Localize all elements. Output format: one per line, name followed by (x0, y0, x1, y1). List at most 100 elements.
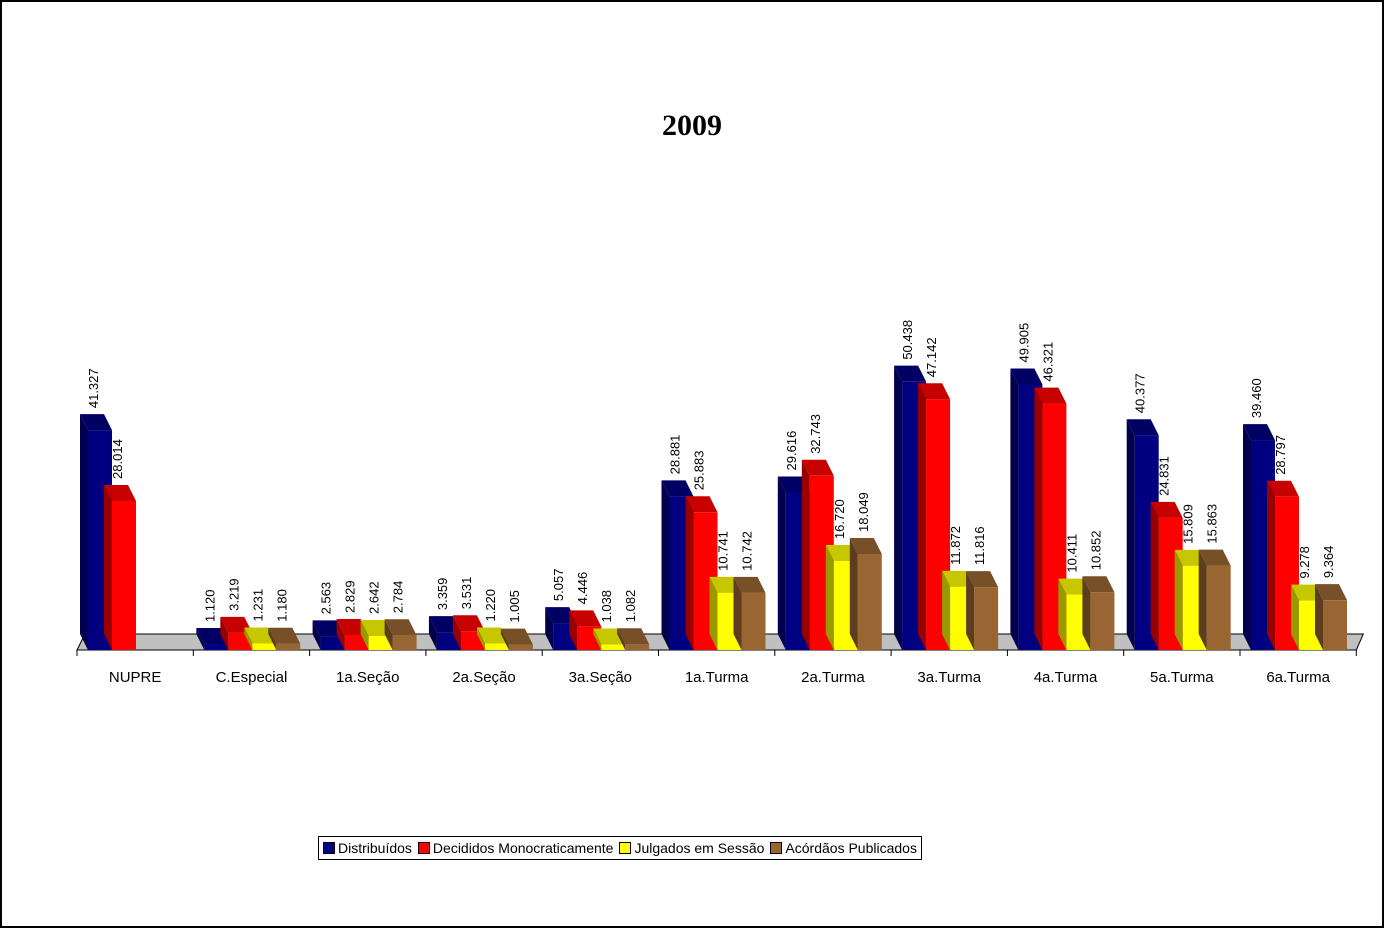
chart-title: 2009 (662, 109, 722, 142)
data-label: 25.883 (692, 451, 707, 491)
bar-top (1126, 419, 1159, 436)
x-tick-label: 6a.Turma (1266, 669, 1330, 686)
data-label: 40.377 (1133, 373, 1148, 413)
legend-swatch (619, 842, 632, 854)
x-tick-label: 2a.Seção (452, 669, 515, 686)
data-label: 1.038 (599, 590, 614, 623)
bar-top (384, 619, 417, 636)
bar-side (104, 484, 112, 650)
data-label: 10.742 (740, 531, 755, 571)
bar-acordaos-publicados-5a-turma (1198, 549, 1231, 650)
legend-label: Decididos Monocraticamente (432, 840, 614, 856)
bar-front (252, 643, 277, 650)
data-label: 16.720 (832, 499, 847, 539)
bar-side (1150, 501, 1159, 650)
bar-front (204, 644, 229, 650)
legend-swatch (770, 842, 783, 854)
data-label: 1.231 (250, 589, 265, 622)
bar-side (1315, 584, 1323, 650)
data-label: 5.057 (551, 569, 566, 602)
x-tick-label: 5a.Turma (1150, 669, 1214, 686)
bar-top (801, 459, 834, 476)
data-label: 1.120 (202, 589, 217, 622)
bar-side (569, 610, 578, 650)
bar-top (894, 365, 927, 382)
bar-acordaos-publicados-3a-turma (966, 571, 999, 650)
bar-side (500, 628, 509, 650)
bar-top (617, 628, 650, 645)
bar-front (1323, 600, 1347, 650)
data-label: 18.049 (856, 492, 871, 532)
bar-side (942, 570, 951, 650)
bar-front (508, 644, 533, 650)
data-label: 28.797 (1273, 435, 1288, 475)
bar-top (104, 484, 136, 501)
bar-top (918, 383, 951, 400)
bar-top (685, 496, 718, 513)
bar-front (320, 636, 345, 650)
data-label: 1.180 (274, 589, 289, 622)
bar-front (601, 644, 626, 650)
bar-side (593, 628, 602, 650)
data-label: 24.831 (1157, 456, 1172, 496)
data-label: 47.142 (924, 337, 939, 377)
bar-side (220, 616, 229, 650)
bar-front (857, 553, 882, 650)
bar-top (268, 627, 301, 644)
legend-item-julgados-em-sessao: Julgados em Sessão (619, 840, 764, 856)
bar-acordaos-publicados-3a-secao (617, 628, 650, 650)
bar-top (1010, 368, 1043, 385)
bar-front (392, 635, 417, 650)
legend-label: Acórdãos Publicados (785, 840, 917, 856)
x-tick-label: 2a.Turma (801, 669, 865, 686)
bar-top (733, 576, 766, 593)
bar-top (849, 537, 882, 554)
bar-side (452, 615, 461, 650)
data-label: 41.327 (86, 368, 101, 408)
data-label: 10.411 (1064, 534, 1079, 573)
bar-top (452, 615, 485, 632)
bar-acordaos-publicados-1a-turma (733, 576, 766, 650)
bar-side (1267, 480, 1275, 650)
bar-side (336, 618, 345, 650)
bar-top (1198, 549, 1231, 566)
bar-side (312, 620, 321, 650)
bar-side (709, 576, 718, 650)
x-tick-label: 3a.Seção (569, 669, 632, 686)
bar-acordaos-publicados-2a-secao (500, 628, 533, 650)
bar-side (1126, 419, 1135, 650)
bar-side (1174, 549, 1183, 650)
bar-side (476, 627, 485, 650)
bar-acordaos-publicados-c-especial (268, 627, 301, 650)
x-tick-label: C.Especial (216, 669, 288, 686)
data-label: 28.014 (110, 439, 125, 479)
bar-side (545, 607, 554, 650)
data-label: 32.743 (808, 414, 823, 454)
bar-top (1243, 424, 1275, 441)
bar-front (276, 643, 301, 650)
legend-item-acordaos-publicados: Acórdãos Publicados (770, 840, 917, 856)
data-label: 49.905 (1016, 323, 1031, 363)
bar-top (1150, 501, 1183, 518)
bar-front (484, 643, 509, 650)
data-label: 50.438 (900, 320, 915, 360)
x-tick-label: 3a.Turma (917, 669, 981, 686)
bar-front (368, 635, 393, 650)
bar-acordaos-publicados-4a-turma (1082, 576, 1115, 650)
data-label: 3.359 (435, 578, 450, 611)
bar-side (918, 383, 927, 650)
data-label: 39.460 (1249, 378, 1264, 418)
legend-item-distribuidos: Distribuídos (323, 840, 412, 856)
bar-side (1010, 368, 1019, 650)
data-label: 10.741 (716, 531, 731, 571)
bar-front (1206, 565, 1231, 650)
bar-top (500, 628, 533, 645)
bar-top (966, 571, 999, 588)
bar-side (966, 571, 975, 650)
data-label: 15.863 (1205, 504, 1220, 544)
x-tick-label: 1a.Seção (336, 669, 399, 686)
bar-acordaos-publicados-2a-turma (849, 537, 882, 650)
chart-legend: Distribuídos Decididos Monocraticamente Ju… (318, 836, 922, 860)
